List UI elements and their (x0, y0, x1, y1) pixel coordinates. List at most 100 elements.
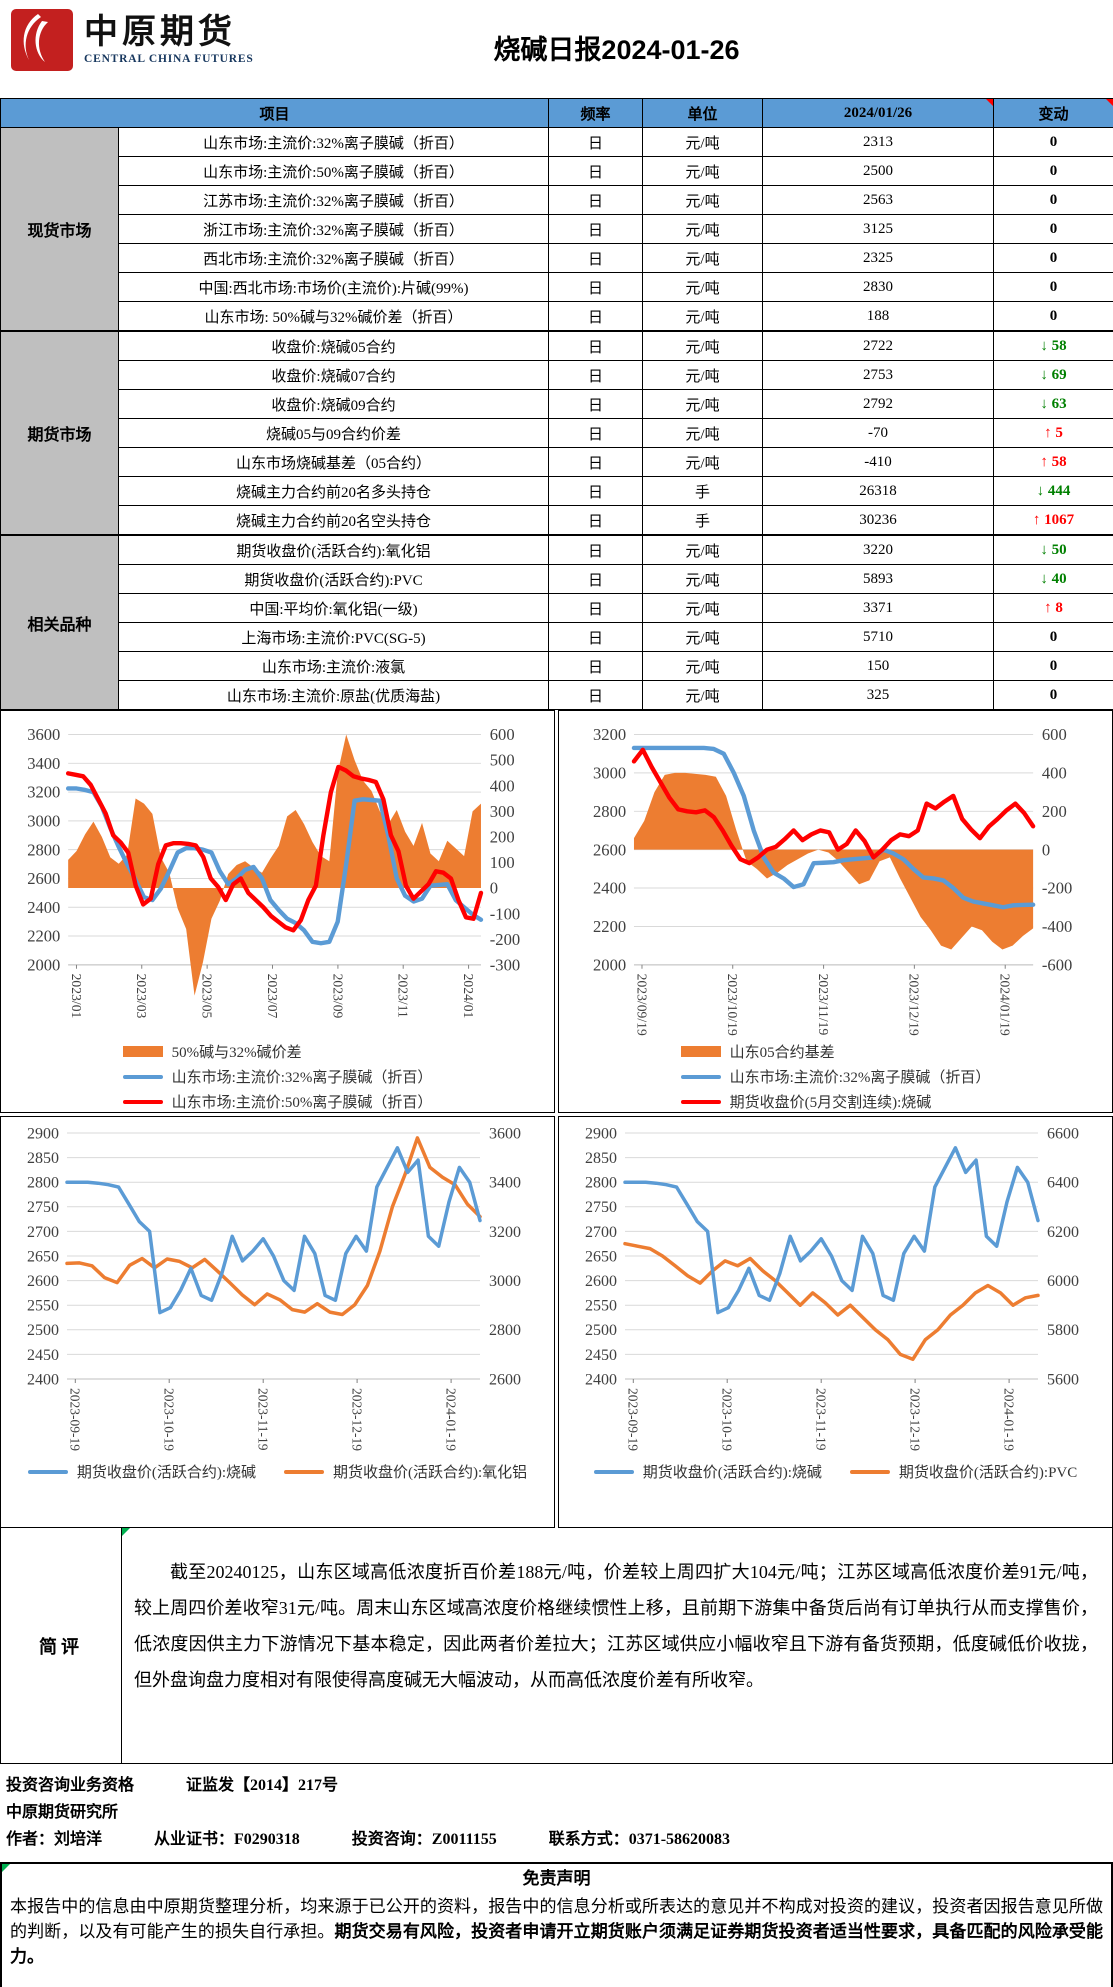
item-cell: 山东市场:主流价:原盐(优质海盐) (117, 680, 550, 710)
credential-item: 作者：刘培洋 (6, 1831, 103, 1848)
legend-entry: 期货收盘价(5月交割连续):烧碱 (680, 1091, 931, 1112)
change-cell: ↓ 63 (993, 389, 1113, 419)
chart-legend: 50%碱与32%碱价差 山东市场:主流价:32%离子膜碱（折百） 山东市场:主流价:… (122, 1041, 432, 1112)
svg-text:2750: 2750 (27, 1199, 59, 1216)
svg-text:5600: 5600 (1047, 1371, 1079, 1388)
svg-text:6200: 6200 (1047, 1224, 1079, 1241)
svg-text:2900: 2900 (585, 1125, 617, 1142)
svg-text:2023/11: 2023/11 (396, 974, 411, 1018)
table-row: 现货市场 山东市场:主流价:32%离子膜碱（折百）日元/吨 2313 0 (0, 127, 1113, 332)
value-cell: 2722 (762, 330, 995, 361)
svg-text:2650: 2650 (27, 1248, 59, 1265)
legend-label: 期货收盘价(活跃合约):PVC (898, 1465, 1078, 1481)
svg-text:2800: 2800 (593, 802, 626, 821)
table-header-row: 项目 频率 单位 2024/01/26 变动 (0, 98, 1113, 128)
svg-text:3000: 3000 (489, 1273, 521, 1290)
credential-item: 投资咨询业务资格 (6, 1777, 135, 1794)
svg-text:2023-11-19: 2023-11-19 (814, 1388, 829, 1451)
svg-text:2023/07: 2023/07 (265, 974, 280, 1019)
unit-cell: 元/吨 (642, 680, 764, 710)
section-label: 现货市场 (0, 127, 119, 332)
chart-futures-pvc: 2400 2450 2500 2550 2600 2650 2700 2750 2800 2850… (558, 1116, 1113, 1528)
change-value: ↓ 63 (1040, 395, 1067, 412)
item-cell: 江苏市场:主流价:32%离子膜碱（折百） (117, 185, 550, 215)
legend-line-marker (284, 1469, 324, 1474)
freq-cell: 日 (548, 622, 644, 652)
svg-text:-300: -300 (490, 955, 520, 974)
qualification-line: 投资咨询业务资格 证监发【2014】217号 (6, 1772, 1107, 1799)
value-cell: 325 (762, 680, 995, 710)
freq-cell: 日 (548, 156, 644, 186)
value-cell: 2753 (762, 360, 995, 390)
item-cell: 西北市场:主流价:32%离子膜碱（折百） (117, 243, 550, 273)
change-cell: ↓ 69 (993, 360, 1113, 390)
svg-text:2400: 2400 (27, 898, 60, 917)
chart-plot: 2400 2450 2500 2550 2600 2650 2700 2750 2800 2850… (27, 1125, 521, 1451)
change-cell: ↑ 8 (993, 593, 1113, 623)
item-cell: 中国:平均价:氧化铝(一级) (117, 593, 550, 623)
legend-line-marker (122, 1099, 163, 1104)
svg-text:2023/03: 2023/03 (134, 974, 149, 1019)
svg-text:0: 0 (1042, 840, 1050, 859)
freq-cell: 日 (548, 272, 644, 302)
credential-item: 从业证书：F0290318 (154, 1831, 300, 1848)
legend-label: 期货收盘价(活跃合约):烧碱 (76, 1465, 256, 1481)
unit-cell: 元/吨 (642, 272, 764, 302)
change-value: 0 (1049, 133, 1058, 150)
daily-data-table: 项目 频率 单位 2024/01/26 变动 现货市场 山东市场:主流价:32%离子膜碱（… (0, 98, 1113, 710)
disclaimer-part1: 本报告中的信息由中原期货整理分析，均来源于已公开的资料，报告中的信息分析或所表达… (10, 1897, 1103, 1941)
chart-plot: 200022002400260028003000320034003600-300… (27, 725, 520, 1019)
svg-text:600: 600 (490, 725, 515, 744)
chart-legend: 期货收盘价(活跃合约):烧碱 期货收盘价(活跃合约):PVC (593, 1461, 1078, 1482)
item-cell: 期货收盘价(活跃合约):氧化铝 (117, 534, 550, 565)
svg-text:2024/01: 2024/01 (461, 974, 476, 1019)
table-row: 烧碱主力合约前20名多头持仓日手 26318 ↓ 444 (1, 476, 1113, 506)
svg-text:300: 300 (490, 802, 515, 821)
change-cell: 0 (993, 272, 1113, 302)
svg-text:6400: 6400 (1047, 1175, 1079, 1192)
svg-text:2023-10-19: 2023-10-19 (162, 1388, 177, 1451)
unit-cell: 手 (642, 476, 764, 506)
legend-entry: 山东05合约基差 (680, 1041, 835, 1062)
legend-area-marker (680, 1046, 721, 1057)
change-value: ↓ 40 (1040, 570, 1067, 587)
svg-text:3000: 3000 (593, 764, 626, 783)
unit-cell: 元/吨 (642, 447, 764, 477)
report-header: 中原期货 CENTRAL CHINA FUTURES 烧碱日报2024-01-2… (0, 0, 1113, 98)
value-cell: 26318 (762, 476, 995, 506)
value-cell: 3371 (762, 593, 995, 623)
item-cell: 收盘价:烧碱05合约 (117, 330, 550, 361)
logo-icon (11, 9, 73, 71)
chart-legend: 期货收盘价(活跃合约):烧碱 期货收盘价(活跃合约):氧化铝 (27, 1461, 527, 1482)
disclaimer-text: 本报告中的信息由中原期货整理分析，均来源于已公开的资料，报告中的信息分析或所表达… (10, 1894, 1103, 1969)
credentials: 投资咨询业务资格 证监发【2014】217号 中原期货研究所 作者：刘培洋 从业证书… (0, 1764, 1113, 1860)
freq-cell: 日 (548, 389, 644, 419)
item-cell: 山东市场烧碱基差（05合约） (117, 447, 550, 477)
item-cell: 浙江市场:主流价:32%离子膜碱（折百） (117, 214, 550, 244)
cell-note-marker (122, 1528, 130, 1536)
svg-text:2850: 2850 (27, 1150, 59, 1167)
comment-text: 截至20240125，山东区域高低浓度折百价差188元/吨，价差较上周四扩大10… (134, 1562, 1098, 1690)
item-cell: 山东市场:主流价:液氯 (117, 651, 550, 681)
change-value: ↓ 50 (1040, 541, 1067, 558)
svg-text:2200: 2200 (593, 917, 626, 936)
table-row: 中国:西北市场:市场价(主流价):片碱(99%) 日元/吨 2830 0 (1, 272, 1113, 302)
disclaimer-title: 免责声明 (522, 1869, 591, 1888)
value-cell: 3125 (762, 214, 995, 244)
svg-text:5800: 5800 (1047, 1322, 1079, 1339)
svg-text:2750: 2750 (585, 1199, 617, 1216)
section-label: 期货市场 (0, 330, 119, 536)
item-cell: 山东市场:主流价:32%离子膜碱（折百） (117, 127, 550, 157)
unit-cell: 元/吨 (642, 593, 764, 623)
chart-futures-alumina: 2400 2450 2500 2550 2600 2650 2700 2750 2800 2850… (0, 1116, 555, 1528)
item-cell: 中国:西北市场:市场价(主流价):片碱(99%) (117, 272, 550, 302)
value-cell: 2325 (762, 243, 995, 273)
legend-area-marker (122, 1046, 163, 1057)
value-cell: -410 (762, 447, 995, 477)
table-row: 期货市场 收盘价:烧碱05合约日元/吨 2722 ↓ 58 (0, 330, 1113, 536)
chart-plot: 2000220024002600280030003200-600-400-200… (593, 725, 1072, 1036)
svg-text:2000: 2000 (593, 955, 626, 974)
comment-body: 截至20240125，山东区域高低浓度折百价差188元/吨，价差较上周四扩大10… (122, 1528, 1112, 1763)
svg-text:2023-09-19: 2023-09-19 (626, 1388, 641, 1451)
svg-text:2023/12/19: 2023/12/19 (907, 974, 922, 1036)
